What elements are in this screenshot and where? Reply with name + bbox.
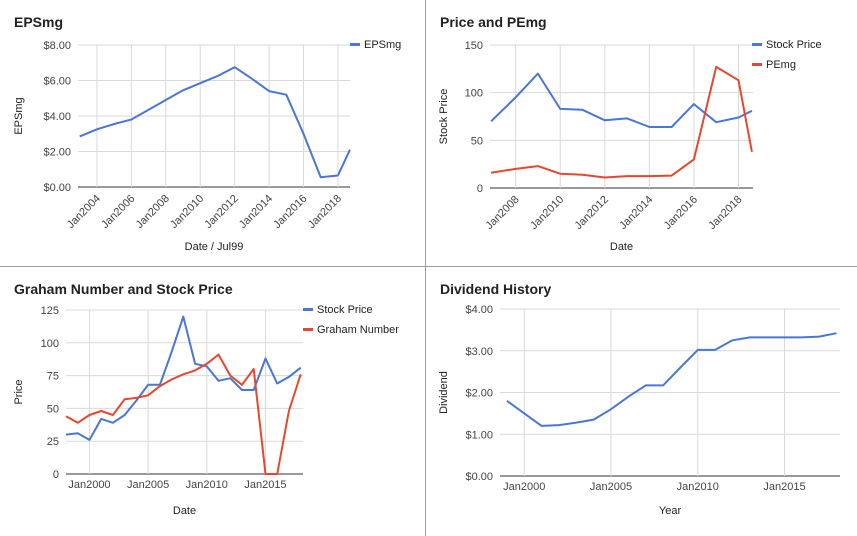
x-tick-label: Jan2014	[617, 194, 655, 232]
y-tick-label: 0	[53, 469, 59, 481]
x-tick-label: Jan2000	[503, 481, 545, 493]
y-tick-label: $8.00	[43, 40, 71, 52]
series-line	[490, 72, 753, 128]
y-tick-label: 25	[47, 436, 59, 448]
legend-swatch	[303, 308, 313, 311]
x-tick-label: Jan2015	[763, 481, 805, 493]
x-axis-label: Date	[173, 505, 196, 517]
y-tick-label: $4.00	[465, 304, 493, 316]
x-tick-label: Jan2008	[483, 194, 521, 232]
legend-swatch	[752, 63, 762, 66]
series-line	[506, 332, 837, 427]
chart-title: EPSmg	[14, 14, 64, 30]
x-tick-label: Jan2000	[68, 479, 110, 491]
y-tick-label: 50	[47, 403, 59, 415]
x-tick-label: Jan2014	[237, 193, 275, 231]
y-tick-label: 50	[471, 135, 483, 147]
x-tick-label: Jan2008	[134, 193, 172, 231]
x-tick-label: Jan2005	[590, 481, 632, 493]
series-line	[490, 65, 753, 179]
chart-panel-epsmg: EPSmg $0.00 $2.00 $4.00 $6.00 $8.00 Jan2004 Ja…	[0, 0, 426, 267]
x-tick-label: Jan2015	[244, 479, 286, 491]
x-tick-label: Jan2006	[99, 193, 137, 231]
legend-label: PEmg	[766, 59, 796, 71]
x-tick-label: Jan2010	[186, 479, 228, 491]
x-tick-label: Jan2010	[168, 193, 206, 231]
y-tick-label: $4.00	[43, 111, 71, 123]
legend-swatch	[752, 43, 762, 46]
epsmg-chart-svg: $0.00$2.00$4.00$6.00$8.00Jan2004Jan2006J…	[13, 39, 401, 253]
y-tick-label: 100	[465, 88, 483, 100]
x-axis-label: Date	[610, 241, 633, 253]
y-tick-label: $3.00	[465, 346, 493, 358]
series-line	[65, 353, 302, 475]
graham-number-chart-svg: 0 25 50 75 100 125 Jan2000 Jan2005 Jan2010 Jan201…	[13, 304, 399, 517]
y-tick-label: 125	[41, 305, 59, 317]
chart-panel-price-pemg: Price and PEmg 0 50 100 150 Jan2008 Jan2010 Ja…	[426, 0, 857, 267]
legend-label: Stock Price	[766, 39, 822, 51]
y-tick-label: 100	[41, 338, 59, 350]
x-tick-label: Jan2010	[677, 481, 719, 493]
y-axis-label: Dividend	[438, 371, 450, 414]
x-axis-label: Year	[659, 505, 682, 517]
y-axis-label: EPSmg	[13, 97, 25, 134]
legend-swatch	[350, 43, 360, 46]
y-tick-label: 150	[465, 40, 483, 52]
y-tick-label: $0.00	[465, 471, 493, 483]
y-tick-label: $2.00	[465, 388, 493, 400]
dividend-history-chart-svg: $0.00 $1.00 $2.00 $3.00 $4.00 Jan2000 Jan2005 J…	[438, 304, 840, 517]
x-tick-label: Jan2018	[706, 194, 744, 232]
chart-title: Dividend History	[440, 281, 552, 297]
legend-label: Graham Number	[317, 324, 399, 336]
series-line	[79, 66, 351, 179]
chart-panel-graham-number: Graham Number and Stock Price 0 25 50 75 100…	[0, 267, 426, 536]
x-tick-label: Jan2018	[306, 193, 344, 231]
x-tick-label: Jan2004	[65, 193, 103, 231]
y-tick-label: $0.00	[43, 182, 71, 194]
x-tick-label: Jan2005	[127, 479, 169, 491]
y-tick-label: $2.00	[43, 147, 71, 159]
x-tick-label: Jan2010	[528, 194, 566, 232]
y-tick-label: $6.00	[43, 76, 71, 88]
y-axis-label: Price	[13, 379, 25, 404]
chart-title: Graham Number and Stock Price	[14, 281, 233, 297]
x-tick-label: Jan2016	[662, 194, 700, 232]
x-tick-label: Jan2012	[202, 193, 240, 231]
y-tick-label: 75	[47, 371, 59, 383]
y-tick-label: 0	[477, 183, 483, 195]
x-axis-label: Date / Jul99	[185, 241, 244, 253]
x-tick-label: Jan2016	[271, 193, 309, 231]
series-line	[65, 315, 302, 441]
y-axis-label: Stock Price	[438, 89, 450, 145]
y-tick-label: $1.00	[465, 429, 493, 441]
x-tick-label: Jan2012	[573, 194, 611, 232]
legend-label: EPSmg	[364, 39, 401, 51]
chart-panel-dividend-history: Dividend History $0.00 $1.00 $2.00 $3.00 $4.…	[426, 267, 857, 536]
chart-title: Price and PEmg	[440, 14, 547, 30]
legend-label: Stock Price	[317, 304, 373, 316]
legend-swatch	[303, 328, 313, 331]
